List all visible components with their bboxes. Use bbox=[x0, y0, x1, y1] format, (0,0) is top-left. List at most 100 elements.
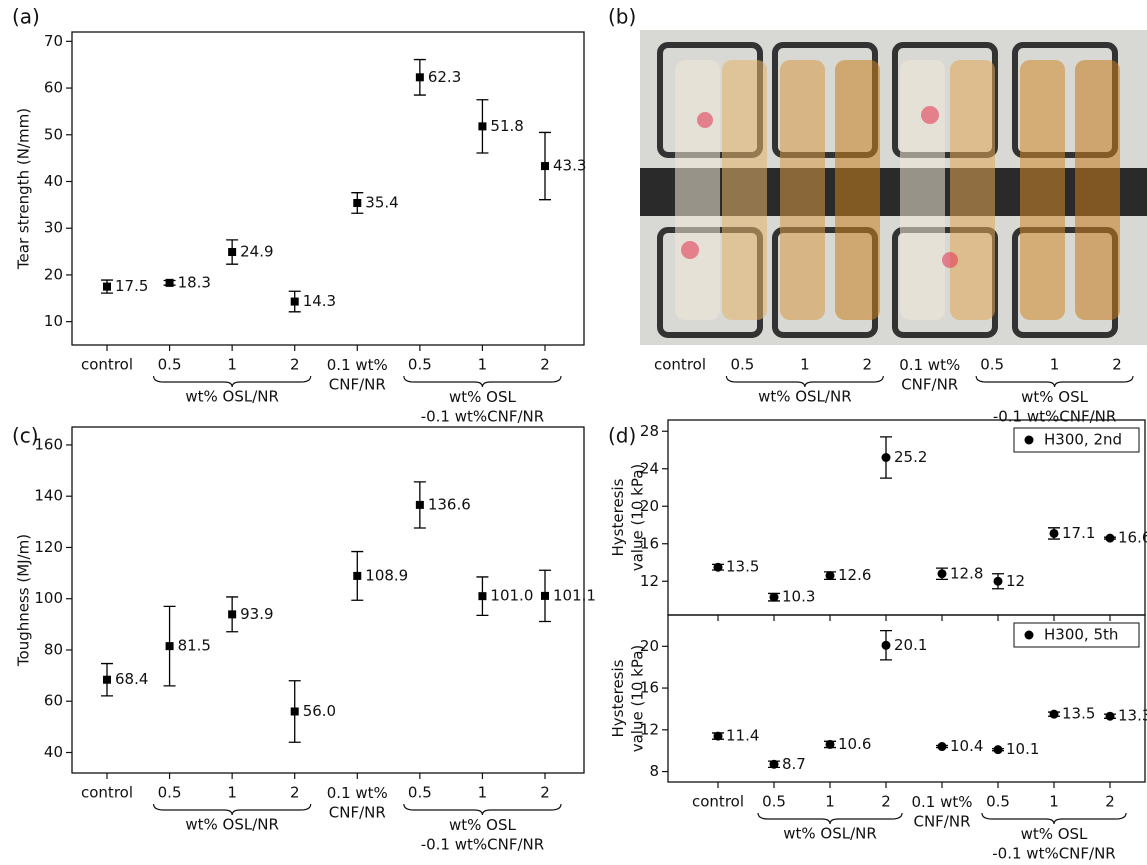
data-label: 8.7 bbox=[782, 755, 806, 773]
x-tick-label: control bbox=[81, 784, 133, 802]
marker bbox=[713, 731, 723, 741]
marker bbox=[825, 571, 835, 581]
marker bbox=[415, 73, 424, 82]
y-axis-label: Hysteresis value (10 kPa) bbox=[609, 645, 647, 753]
panel-label: (b) bbox=[608, 5, 636, 29]
marker bbox=[165, 278, 174, 287]
y-tick-label: 70 bbox=[44, 32, 63, 50]
x-tick-label: 1 bbox=[478, 784, 488, 802]
y-axis-label: Tear strength (N/mm) bbox=[15, 108, 33, 270]
text-line: value (10 kPa) bbox=[628, 645, 646, 753]
text-line: Hysteresis bbox=[609, 478, 627, 556]
text-line: -0.1 wt%CNF/NR bbox=[992, 844, 1115, 862]
group-label: wt% OSL -0.1 wt%CNF/NR bbox=[421, 388, 544, 426]
x-tick-label: 0.1 wt% CNF/NR bbox=[327, 784, 388, 822]
legend-marker bbox=[1024, 630, 1034, 640]
y-tick-label: 40 bbox=[44, 743, 63, 761]
x-tick-label: 2 bbox=[540, 356, 550, 374]
marker bbox=[290, 297, 299, 306]
marker bbox=[541, 591, 549, 600]
text-line: CNF/NR bbox=[329, 375, 386, 393]
x-tick-label: 1 bbox=[1050, 356, 1060, 374]
group-label: wt% OSL/NR bbox=[185, 816, 279, 834]
data-label: 136.6 bbox=[428, 495, 471, 513]
group-label: wt% OSL/NR bbox=[758, 388, 852, 406]
text-line: wt% OSL bbox=[449, 388, 516, 406]
data-label: 108.9 bbox=[365, 566, 408, 584]
text-line: 0.1 wt% bbox=[327, 784, 388, 802]
y-tick-label: 12 bbox=[640, 572, 659, 590]
text-line: 0.1 wt% bbox=[911, 793, 972, 811]
marker bbox=[541, 162, 549, 171]
data-label: 51.8 bbox=[490, 117, 523, 135]
group-brace bbox=[757, 812, 903, 825]
y-tick-label: 8 bbox=[649, 762, 659, 780]
text-line: CNF/NR bbox=[913, 812, 970, 830]
y-tick-label: 16 bbox=[640, 679, 659, 697]
x-tick-label: 1 bbox=[800, 356, 810, 374]
marker bbox=[937, 569, 947, 579]
y-tick-label: 16 bbox=[640, 534, 659, 552]
plot-frame bbox=[71, 31, 585, 346]
group-label: wt% OSL -0.1 wt%CNF/NR bbox=[421, 816, 544, 854]
x-tick-label: 2 bbox=[290, 784, 300, 802]
text-line: CNF/NR bbox=[901, 375, 958, 393]
data-label: 25.2 bbox=[894, 448, 927, 466]
marker bbox=[1105, 711, 1115, 721]
y-tick-label: 60 bbox=[44, 79, 63, 97]
data-label: 13.5 bbox=[726, 558, 759, 576]
x-tick-label: 0.5 bbox=[730, 356, 754, 374]
data-label: 10.1 bbox=[1006, 740, 1039, 758]
data-label: 68.4 bbox=[115, 670, 148, 688]
group-brace bbox=[403, 803, 562, 816]
marker bbox=[881, 640, 891, 650]
data-label: 10.6 bbox=[838, 735, 871, 753]
y-tick-label: 12 bbox=[640, 720, 659, 738]
x-tick-label: control bbox=[692, 793, 744, 811]
x-tick-label: 1 bbox=[1049, 793, 1059, 811]
group-brace bbox=[152, 375, 312, 388]
y-tick-label: 30 bbox=[44, 219, 63, 237]
x-tick-label: 2 bbox=[290, 356, 300, 374]
data-label: 81.5 bbox=[178, 637, 211, 655]
data-label: 43.3 bbox=[553, 157, 586, 175]
marker bbox=[993, 576, 1003, 586]
data-label: 10.3 bbox=[782, 588, 815, 606]
data-label: 12.8 bbox=[950, 564, 983, 582]
y-tick-label: 80 bbox=[44, 640, 63, 658]
x-tick-label: control bbox=[81, 356, 133, 374]
legend-box bbox=[1013, 622, 1140, 648]
marker bbox=[415, 500, 424, 509]
marker bbox=[937, 742, 947, 752]
marker bbox=[1049, 528, 1059, 538]
x-tick-label: 0.5 bbox=[980, 356, 1004, 374]
text-line: wt% OSL bbox=[1021, 388, 1088, 406]
plot-frame bbox=[71, 426, 585, 774]
data-label: 12.6 bbox=[838, 566, 871, 584]
data-label: 14.3 bbox=[303, 292, 336, 310]
x-tick-label: 0.5 bbox=[158, 356, 182, 374]
x-tick-label: 1 bbox=[227, 784, 237, 802]
marker bbox=[713, 562, 723, 572]
marker bbox=[103, 675, 111, 684]
data-label: 13.5 bbox=[1062, 705, 1095, 723]
legend-box bbox=[1013, 427, 1140, 453]
panel-label: (c) bbox=[12, 424, 39, 448]
x-tick-label: 0.5 bbox=[408, 784, 432, 802]
text-line: CNF/NR bbox=[329, 803, 386, 821]
data-label: 17.1 bbox=[1062, 524, 1095, 542]
marker bbox=[881, 453, 891, 462]
x-tick-label: 0.1 wt% CNF/NR bbox=[899, 356, 960, 394]
group-brace bbox=[981, 812, 1127, 825]
data-label: 20.1 bbox=[894, 636, 927, 654]
data-label: 13.3 bbox=[1118, 707, 1147, 725]
marker bbox=[993, 745, 1003, 755]
marker bbox=[228, 610, 237, 619]
y-tick-label: 20 bbox=[44, 265, 63, 283]
x-tick-label: 0.5 bbox=[158, 784, 182, 802]
text-line: 0.1 wt% bbox=[327, 356, 388, 374]
text-line: -0.1 wt%CNF/NR bbox=[993, 407, 1116, 425]
text-line: -0.1 wt%CNF/NR bbox=[421, 407, 544, 425]
x-tick-label: 2 bbox=[1105, 793, 1115, 811]
